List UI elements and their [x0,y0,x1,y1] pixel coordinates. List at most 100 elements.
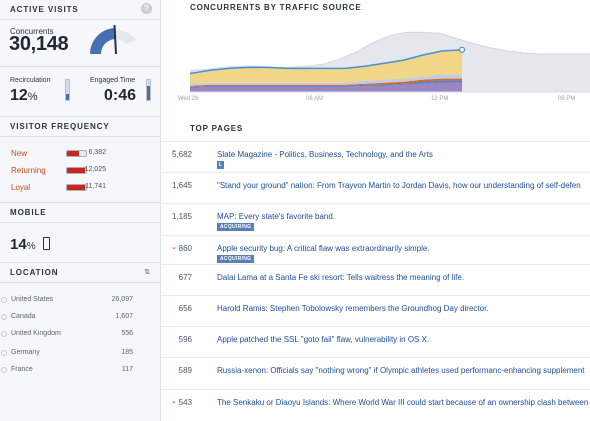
traffic-source-chart[interactable] [161,0,590,110]
location-row[interactable]: Germany 185 [0,347,160,363]
frequency-label: New [11,149,28,158]
active-visits-title: ACTIVE VISITS [10,5,79,14]
top-page-title[interactable]: Slate Magazine - Politics, Business, Tec… [217,150,433,159]
frequency-count: 12,025 [84,166,106,173]
top-page-title[interactable]: Apple patched the SSL "goto fail" flaw, … [217,335,430,344]
top-page-count: 677 [178,273,192,282]
top-page-title[interactable]: Dalai Lama at a Santa Fe ski resort: Tel… [217,273,465,282]
frequency-bar [66,150,87,157]
recirculation-number: 12 [10,87,28,104]
top-page-count: 1,645 [171,181,192,190]
mobile-value: 14% [10,236,36,253]
concurrents-value: 30,148 [9,33,69,55]
frequency-bar-fill [67,185,85,190]
location-name: United States [11,296,54,303]
top-page-row[interactable]: ⌃ 5,682 Slate Magazine - Politics, Busines… [161,141,590,173]
chart-title: CONCURRENTS BY TRAFFIC SOURCE [190,3,362,12]
frequency-bar-fill [67,151,80,156]
location-dot-icon [1,331,7,337]
location-dot-icon [1,367,7,373]
frequency-label: Returning [11,166,46,175]
location-count: 26,097 [111,296,133,303]
location-row[interactable]: United Kingdom 556 [0,328,160,344]
frequency-row-loyal[interactable]: Loyal 11,741 [0,181,160,195]
top-page-row[interactable]: ⌄ 860 Apple security bug: A critical flaw … [161,235,590,267]
top-page-count: 589 [178,366,192,375]
location-name: Canada [11,313,36,320]
location-dot-icon [1,314,7,320]
projection-line [189,31,590,71]
engaged-time-label: Engaged Time [90,77,136,84]
active-visits-header: ACTIVE VISITS ? [0,0,160,20]
top-page-row[interactable]: 596 Apple patched the SSL "goto fail" fla… [161,326,590,358]
top-page-title[interactable]: The Senkaku or Diaoyu Islands: Where Wor… [217,398,589,407]
frequency-row-returning[interactable]: Returning 12,025 [0,164,160,178]
recirculation-label: Recirculation [10,77,51,84]
top-page-title[interactable]: "Stand your ground" nation: From Trayvon… [217,181,581,190]
top-page-title[interactable]: Harold Ramis: Stephen Tobolowsky remembe… [217,304,489,313]
x-tick-label: 12 PM [431,96,449,102]
location-count: 117 [121,366,133,373]
x-tick-label: Wed 26 [178,96,199,102]
frequency-bar [66,184,87,191]
sort-icon[interactable]: ⇅ [144,269,150,276]
frequency-label: Loyal [11,183,31,192]
concurrents-gauge [90,24,136,55]
visitor-frequency-title: VISITOR FREQUENCY [10,122,110,131]
location-row[interactable]: France 117 [0,364,160,380]
series-area-internal [190,80,462,88]
help-icon[interactable]: ? [141,3,152,14]
top-page-row[interactable]: 589 Russia-xenon: Officials say "nothing … [161,357,590,389]
series-area-social [190,74,462,86]
top-page-row[interactable]: ⌄ 543 The Senkaku or Diaoyu Islands: Where… [161,389,590,421]
top-page-row[interactable]: 1,185 MAP: Every state's favorite band. AC… [161,203,590,235]
mobile-number: 14 [10,236,27,253]
main-panel: CONCURRENTS BY TRAFFIC SOURCE Wed 26 06 … [161,0,590,421]
top-page-title[interactable]: MAP: Every state's favorite band. [217,212,336,221]
top-page-count: 543 [178,398,192,407]
total-line [189,49,463,75]
gauge-fill [90,28,116,54]
mobile-title: MOBILE [10,208,47,217]
location-header: LOCATION ⇅ [0,263,160,283]
top-page-title[interactable]: Apple security bug: A critical flaw was … [217,244,430,253]
acquiring-badge: ACQUIRING [217,255,255,263]
top-page-count: 656 [178,304,192,313]
frequency-bar [66,167,87,174]
recirculation-unit: % [27,91,38,103]
acquiring-badge: L [217,161,225,169]
top-page-row[interactable]: 656 Harold Ramis: Stephen Tobolowsky reme… [161,295,590,327]
frequency-count: 11,741 [85,183,106,190]
location-title: LOCATION [10,268,59,277]
recirculation-bar-fill [66,94,69,100]
frequency-row-new[interactable]: New 6,382 [0,147,160,161]
top-page-row[interactable]: 1,645 "Stand your ground" nation: From Tr… [161,172,590,204]
frequency-bar-fill [67,168,86,173]
recirculation-bar [65,79,70,101]
location-count: 556 [121,330,133,337]
location-row[interactable]: United States 26,097 [0,294,160,310]
mobile-section: MOBILE 14% [0,203,160,263]
top-page-title[interactable]: Russia-xenon: Officials say "nothing wro… [217,366,585,375]
gauge-needle [113,24,117,55]
current-point[interactable] [458,46,466,53]
top-page-row[interactable]: 677 Dalai Lama at a Santa Fe ski resort: … [161,264,590,296]
location-name: United Kingdom [11,330,61,337]
acquiring-badge: ACQUIRING [217,223,255,231]
location-name: France [11,366,33,373]
series-area-links [190,82,462,92]
location-name: Germany [11,349,40,356]
visitor-frequency-header: VISITOR FREQUENCY [0,117,160,137]
top-pages-title: TOP PAGES [190,124,243,133]
engaged-time-bar-fill [147,86,150,100]
engaged-time-bar [146,79,151,101]
top-page-count: 5,682 [171,150,192,159]
visitor-frequency-section: VISITOR FREQUENCY New 6,382 Returning 12… [0,117,160,203]
mobile-header: MOBILE [0,203,160,223]
series-area-direct [190,78,462,87]
divider [0,66,160,67]
mobile-unit: % [26,241,36,252]
series-area-search [190,49,462,84]
trend-down-icon: ⌄ [171,398,177,405]
location-row[interactable]: Canada 1,607 [0,311,160,327]
